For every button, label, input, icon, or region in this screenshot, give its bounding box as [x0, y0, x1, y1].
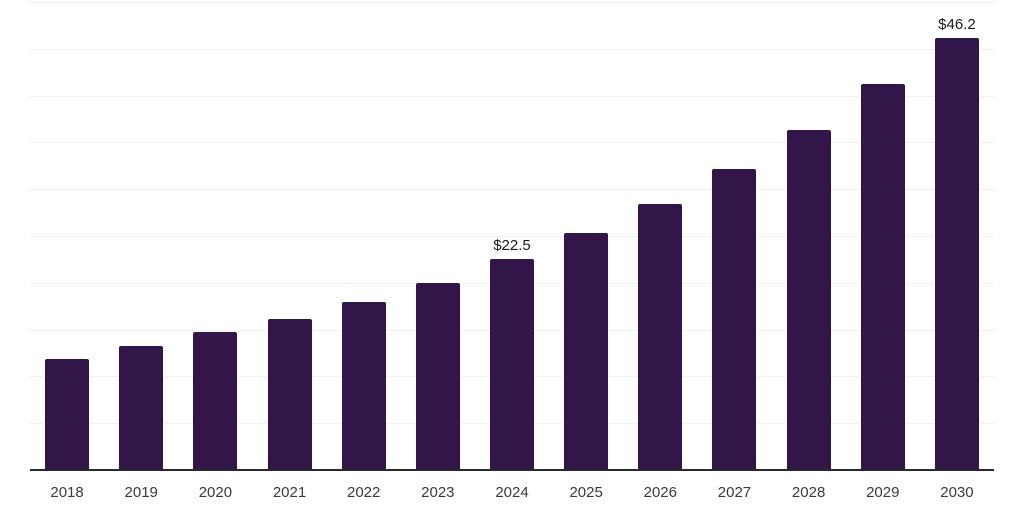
x-axis-line	[30, 469, 994, 471]
plot-area: $22.5 $46.2	[30, 2, 994, 470]
bar-2024	[490, 259, 534, 470]
x-tick-label-2020: 2020	[198, 484, 233, 501]
x-axis: 2018 2019 2020 2021 2022 2023 2024 2025 2026 2027…	[30, 484, 994, 504]
bar-2026	[638, 204, 683, 470]
bar-2023	[415, 282, 460, 470]
gridline-35	[30, 142, 994, 144]
x-tick-label-2030: 2030	[940, 484, 974, 501]
bar-2027	[712, 168, 757, 470]
bar-2028	[786, 130, 831, 470]
gridline-50	[30, 2, 994, 3]
data-label-2024: $22.5	[493, 237, 531, 255]
bar-2022	[341, 302, 386, 470]
bar-2029	[860, 84, 905, 470]
gridline-30	[30, 189, 994, 191]
x-tick-label-2018: 2018	[50, 484, 84, 501]
bar-2018	[45, 358, 90, 470]
bar-2025	[564, 233, 609, 470]
x-tick-label-2019: 2019	[124, 484, 158, 501]
bar-2019	[119, 345, 164, 470]
x-tick-label-2025: 2025	[569, 484, 603, 501]
gridline-25	[30, 236, 994, 237]
x-tick-label-2021: 2021	[272, 484, 307, 501]
gridline-45	[30, 48, 994, 50]
x-tick-label-2023: 2023	[421, 484, 455, 501]
x-tick-label-2028: 2028	[791, 484, 826, 501]
x-tick-label-2026: 2026	[643, 484, 677, 501]
x-tick-label-2027: 2027	[717, 484, 752, 501]
x-tick-label-2029: 2029	[866, 484, 900, 501]
bar-2021	[267, 319, 312, 470]
bar-2020	[193, 332, 238, 470]
x-tick-label-2022: 2022	[347, 484, 381, 501]
data-label-2030: $46.2	[938, 15, 976, 33]
gridline-40	[30, 95, 994, 97]
x-tick-label-2024: 2024	[495, 484, 529, 501]
bar-2030	[934, 37, 979, 470]
